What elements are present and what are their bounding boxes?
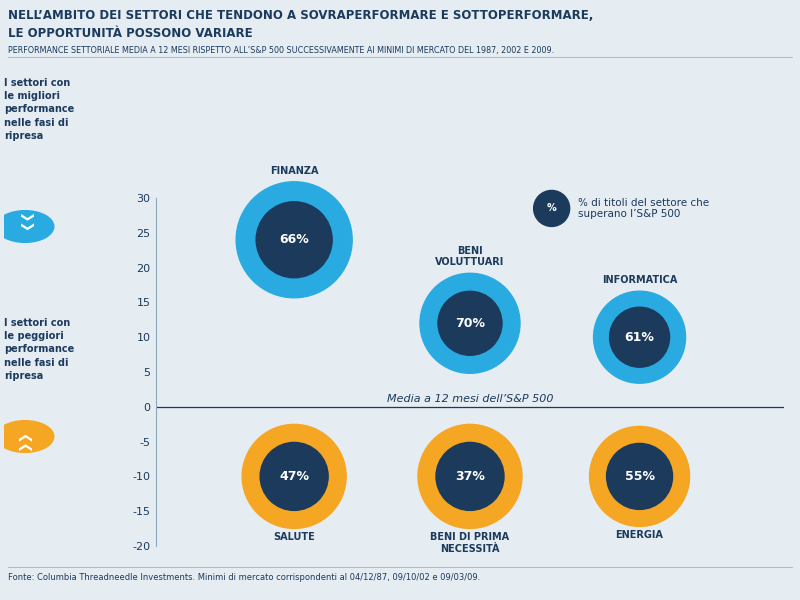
Text: % di titoli del settore che
superano l’S&P 500: % di titoli del settore che superano l’S…	[578, 197, 709, 219]
Text: FINANZA: FINANZA	[270, 166, 318, 176]
Text: 47%: 47%	[279, 470, 309, 483]
Text: 66%: 66%	[279, 233, 309, 246]
Text: I settori con
le peggiori
performance
nelle fasi di
ripresa: I settori con le peggiori performance ne…	[4, 318, 74, 381]
Text: Fonte: Columbia Threadneedle Investments. Minimi di mercato corrispondenti al 04: Fonte: Columbia Threadneedle Investments…	[8, 573, 480, 582]
Text: BENI
VOLUTTUARI: BENI VOLUTTUARI	[435, 245, 505, 267]
Text: SALUTE: SALUTE	[274, 532, 315, 542]
Text: 55%: 55%	[625, 470, 654, 483]
Text: LE OPPORTUNITÀ POSSONO VARIARE: LE OPPORTUNITÀ POSSONO VARIARE	[8, 27, 253, 40]
Text: ❯❯: ❯❯	[18, 430, 31, 451]
Circle shape	[0, 211, 54, 242]
Text: NELL’AMBITO DEI SETTORI CHE TENDONO A SOVRAPERFORMARE E SOTTOPERFORMARE,: NELL’AMBITO DEI SETTORI CHE TENDONO A SO…	[8, 9, 594, 22]
Text: 37%: 37%	[455, 470, 485, 483]
Text: ENERGIA: ENERGIA	[616, 530, 663, 541]
Text: I settori con
le migliori
performance
nelle fasi di
ripresa: I settori con le migliori performance ne…	[4, 78, 74, 141]
Text: %: %	[546, 203, 557, 214]
Text: 70%: 70%	[455, 317, 485, 330]
Text: INFORMATICA: INFORMATICA	[602, 275, 678, 285]
Text: PERFORMANCE SETTORIALE MEDIA A 12 MESI RISPETTO ALL’S&P 500 SUCCESSIVAMENTE AI M: PERFORMANCE SETTORIALE MEDIA A 12 MESI R…	[8, 46, 554, 55]
Text: 61%: 61%	[625, 331, 654, 344]
Circle shape	[0, 421, 54, 452]
Text: Media a 12 mesi dell’S&P 500: Media a 12 mesi dell’S&P 500	[386, 394, 554, 404]
Text: BENI DI PRIMA
NECESSITÀ: BENI DI PRIMA NECESSITÀ	[430, 532, 510, 554]
Text: ❯❯: ❯❯	[18, 212, 31, 233]
